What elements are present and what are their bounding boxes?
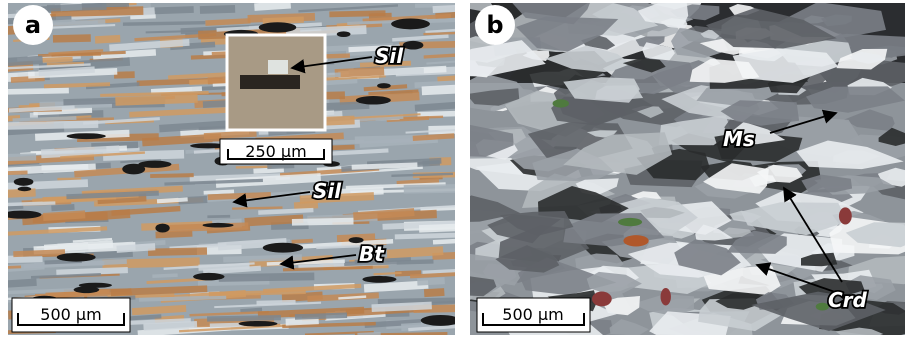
texture [18,187,32,192]
annotation: Sil [375,44,404,68]
texture [239,321,278,327]
texture [362,276,396,283]
texture [95,35,121,44]
texture [421,315,461,326]
texture [424,288,445,297]
texture [661,288,671,305]
texture [203,223,234,228]
annotation: Crd [828,288,868,312]
texture [356,96,391,105]
scale-bar-label: 500 μm [40,305,101,324]
texture [377,83,391,88]
texture [592,292,612,307]
texture [292,218,354,226]
texture [256,300,295,305]
texture [816,303,829,311]
texture [203,100,229,108]
figure: a Sil Sil Bt 250 μm 500 μm b Ms Crd 500 … [0,0,908,337]
annotation: Ms [723,127,755,151]
texture [618,218,642,226]
texture [337,31,351,37]
micrograph-b [424,0,908,337]
texture [263,243,303,253]
scale-bar-label: 500 μm [502,305,563,324]
texture [623,235,648,246]
texture [403,41,424,50]
scale-bar-label: 250 μm [245,142,306,161]
texture [404,184,474,194]
panel-label: b [486,11,503,39]
texture [138,161,171,168]
texture [155,224,169,233]
texture [67,133,106,139]
inset-feature [268,60,288,74]
inset-feature [240,75,300,89]
annotation: Sil [313,179,342,203]
texture [207,215,230,218]
texture [57,253,96,262]
texture [259,22,297,32]
texture [193,273,224,280]
texture [2,211,42,219]
texture [42,57,73,63]
texture [53,34,91,42]
texture [329,10,385,17]
texture [0,153,36,161]
texture [200,5,235,14]
texture [839,207,852,224]
texture [391,19,430,30]
texture [553,99,569,107]
texture [148,247,207,256]
texture [14,178,34,186]
texture [79,283,112,288]
annotation: Bt [359,242,385,266]
texture [0,26,15,36]
panel-label: a [25,11,41,39]
